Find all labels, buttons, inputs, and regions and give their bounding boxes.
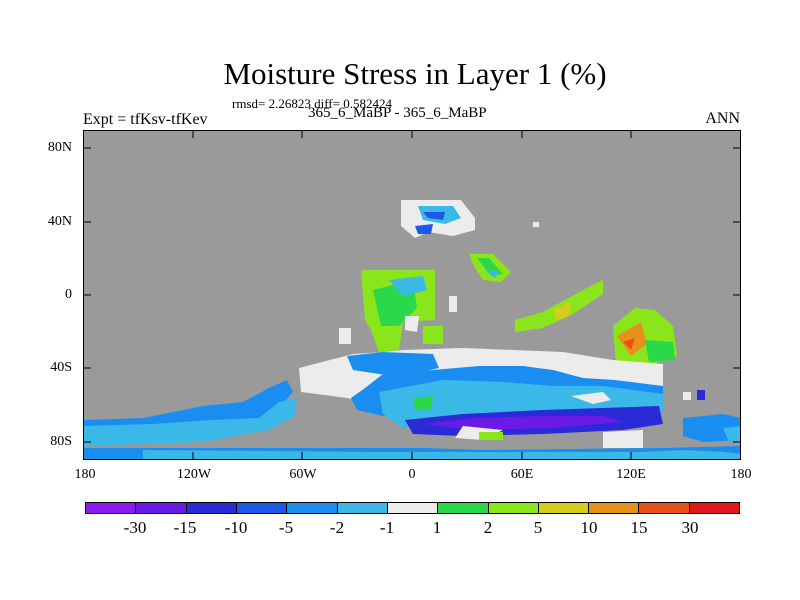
colorbar-label: -15 (173, 518, 197, 537)
y-tick-marks (83, 147, 741, 443)
colorbar-label: -30 (123, 518, 147, 537)
colorbar-swatch (387, 503, 439, 513)
x-tick-label: 0 (408, 467, 416, 482)
colorbar-swatch (136, 503, 187, 513)
x-tick-label: 60W (289, 467, 317, 482)
experiment-label: Expt = tfKsv-tfKev (83, 111, 208, 128)
colorbar-swatch (438, 503, 489, 513)
colorbar-swatch (337, 503, 388, 513)
x-tick-marks (192, 130, 632, 460)
colorbar-swatch (589, 503, 640, 513)
colorbar-swatch (186, 503, 237, 513)
page-title: Moisture Stress in Layer 1 (%) (223, 56, 607, 91)
colorbar-label: 15 (630, 518, 648, 537)
colorbar-swatch (488, 503, 539, 513)
season-label: ANN (705, 110, 740, 127)
colorbar-swatch (236, 503, 288, 513)
colorbar-label: 30 (681, 518, 699, 537)
colorbar-swatch (689, 503, 740, 513)
colorbar-label: 2 (483, 518, 493, 537)
colorbar-swatch (86, 503, 137, 513)
colorbar (85, 502, 740, 514)
y-tick-label: 40N (47, 214, 72, 229)
colorbar-label: 5 (533, 518, 543, 537)
x-tick-label: 120W (176, 467, 212, 482)
y-tick-label: 40S (50, 360, 72, 375)
colorbar-label: 1 (432, 518, 442, 537)
colorbar-label: -5 (278, 518, 294, 537)
data-cells (83, 200, 741, 460)
colorbar-label: -10 (224, 518, 248, 537)
colorbar-swatch (639, 503, 690, 513)
y-tick-label: 0 (65, 287, 72, 302)
x-tick-label: 180 (730, 467, 752, 482)
colorbar-swatch (538, 503, 590, 513)
x-tick-label: 60E (510, 467, 534, 482)
stats-text: rmsd= 2.26823 diff= 0.582424 (232, 96, 392, 111)
colorbar-swatch (287, 503, 338, 513)
y-tick-label: 80N (47, 140, 72, 155)
colorbar-label: -2 (329, 518, 345, 537)
x-tick-label: 180 (74, 467, 96, 482)
colorbar-label: 10 (580, 518, 598, 537)
period-label: 365_6_MaBP - 365_6_MaBP (308, 105, 487, 121)
x-tick-label: 120E (616, 467, 646, 482)
y-tick-label: 80S (50, 434, 72, 449)
colorbar-label: -1 (379, 518, 395, 537)
map-plot (83, 130, 741, 460)
